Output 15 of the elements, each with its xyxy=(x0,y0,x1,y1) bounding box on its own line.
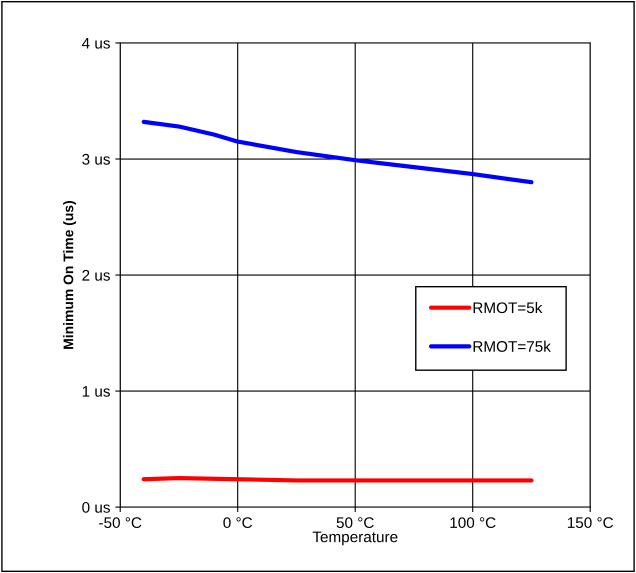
y-tick-label: 4 us xyxy=(82,38,110,49)
y-tick-label: 2 us xyxy=(82,270,110,281)
x-tick-label: -50 °C xyxy=(99,517,142,528)
legend-label: RMOT=5k xyxy=(474,302,542,314)
x-tick-label: 150 °C xyxy=(568,517,614,528)
x-tick-label: 100 °C xyxy=(450,517,496,528)
line-series xyxy=(142,120,534,184)
x-tick-label: 50 °C xyxy=(336,517,374,528)
y-tick-label: 3 us xyxy=(82,154,110,165)
y-tick-label: 0 us xyxy=(82,502,110,513)
x-tick-label: 0 °C xyxy=(223,517,252,528)
y-tick-label: 1 us xyxy=(82,386,110,397)
legend-label: RMOT=75k xyxy=(474,340,551,352)
y-axis-title: Minimum On Time (us) xyxy=(63,201,76,349)
x-axis-title: Temperature xyxy=(312,532,398,546)
